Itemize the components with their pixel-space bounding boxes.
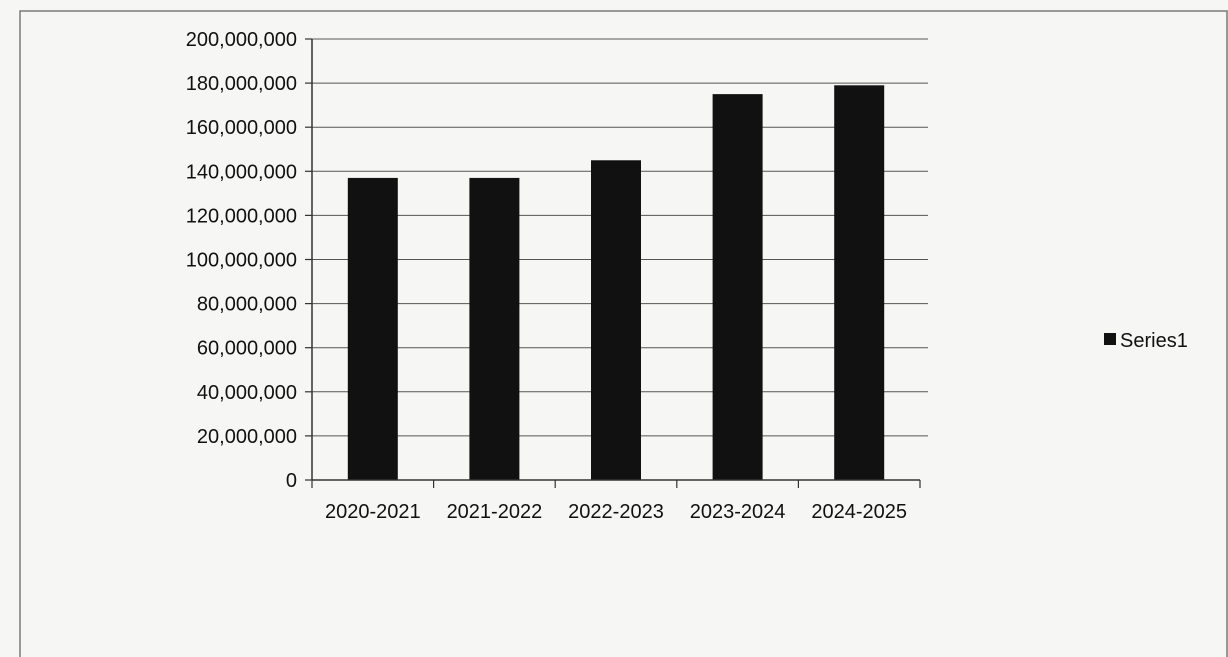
x-tick-label: 2024-2025 bbox=[811, 501, 907, 523]
legend: Series1 bbox=[1104, 330, 1188, 352]
y-tick-labels: 0 20,000,000 40,000,000 60,000,000 80,000,00… bbox=[186, 29, 312, 492]
legend-label-series1: Series1 bbox=[1120, 330, 1188, 352]
y-tick-label: 200,000,000 bbox=[186, 29, 297, 51]
bar-2020-2021 bbox=[347, 177, 398, 481]
x-tick-label: 2021-2022 bbox=[447, 501, 543, 523]
bar-2021-2022 bbox=[469, 177, 520, 481]
legend-swatch-series1 bbox=[1104, 333, 1116, 345]
y-tick-label: 160,000,000 bbox=[186, 117, 297, 139]
y-tick-label: 0 bbox=[286, 470, 297, 492]
y-tick-label: 40,000,000 bbox=[197, 382, 297, 404]
y-tick-label: 180,000,000 bbox=[186, 73, 297, 95]
x-tick-label: 2022-2023 bbox=[568, 501, 664, 523]
bar-2022-2023 bbox=[591, 160, 641, 480]
bar-2024-2025 bbox=[834, 85, 885, 481]
bars bbox=[347, 85, 885, 481]
x-tick-labels: 2020-2021 2021-2022 2022-2023 2023-2024 2024… bbox=[311, 480, 921, 523]
y-tick-label: 80,000,000 bbox=[197, 294, 297, 316]
y-tick-label: 60,000,000 bbox=[197, 338, 297, 360]
y-tick-label: 100,000,000 bbox=[186, 250, 297, 272]
x-tick-label: 2020-2021 bbox=[325, 501, 421, 523]
y-tick-label: 20,000,000 bbox=[197, 426, 297, 448]
bar-2023-2024 bbox=[712, 94, 763, 480]
x-tick-label: 2023-2024 bbox=[690, 501, 786, 523]
y-tick-label: 120,000,000 bbox=[186, 205, 297, 227]
y-tick-label: 140,000,000 bbox=[186, 161, 297, 183]
